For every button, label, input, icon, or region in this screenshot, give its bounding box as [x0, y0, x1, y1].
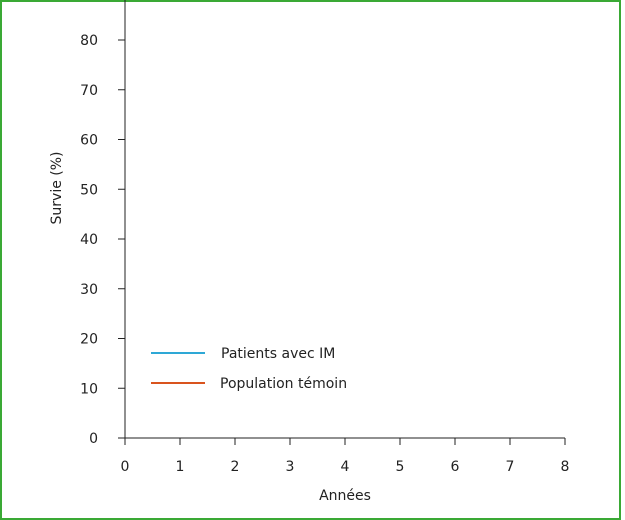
y-tick-label: 60 — [80, 133, 98, 149]
y-tick-label: 10 — [80, 381, 98, 397]
y-tick-label: 50 — [80, 182, 98, 198]
x-axis: 0 1 2 3 4 5 6 7 8 — [121, 437, 570, 475]
y-axis: 0 10 20 30 40 50 60 70 80 — [80, 0, 126, 447]
x-tick-label: 6 — [451, 459, 460, 475]
y-tick-label: 80 — [80, 33, 98, 49]
x-axis-title: Années — [319, 488, 371, 504]
y-tick-label: 40 — [80, 232, 98, 248]
x-tick-label: 2 — [231, 459, 240, 475]
x-tick-label: 4 — [341, 459, 350, 475]
x-tick-label: 0 — [121, 459, 130, 475]
y-tick-label: 70 — [80, 83, 98, 99]
x-tick-label: 8 — [561, 459, 570, 475]
x-tick-label: 7 — [506, 459, 515, 475]
y-tick-label: 0 — [89, 431, 98, 447]
legend-label-population: Population témoin — [220, 376, 347, 392]
x-tick-label: 5 — [396, 459, 405, 475]
y-tick-label: 30 — [80, 282, 98, 298]
x-tick-label: 1 — [176, 459, 185, 475]
legend: Patients avec IM Population témoin — [151, 346, 347, 392]
y-axis-title: Survie (%) — [49, 152, 65, 225]
legend-label-patients: Patients avec IM — [221, 346, 335, 362]
y-tick-label: 20 — [80, 332, 98, 348]
x-tick-label: 3 — [286, 459, 295, 475]
